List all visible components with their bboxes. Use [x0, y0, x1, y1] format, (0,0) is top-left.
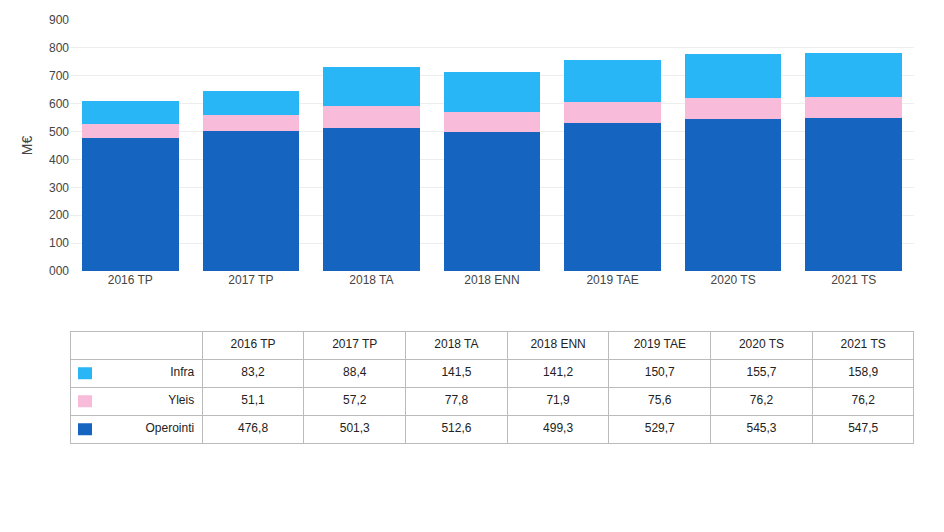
svg-text:83,2: 83,2 — [241, 365, 265, 379]
svg-text:600: 600 — [49, 97, 69, 111]
svg-text:M€: M€ — [19, 136, 35, 156]
svg-text:545,3: 545,3 — [746, 421, 776, 435]
svg-text:141,5: 141,5 — [441, 365, 471, 379]
svg-text:529,7: 529,7 — [645, 421, 675, 435]
svg-text:2017 TP: 2017 TP — [332, 337, 377, 351]
svg-text:75,6: 75,6 — [648, 393, 672, 407]
svg-text:300: 300 — [49, 181, 69, 195]
svg-text:400: 400 — [49, 153, 69, 167]
svg-text:2020 TS: 2020 TS — [711, 273, 756, 287]
svg-text:512,6: 512,6 — [441, 421, 471, 435]
svg-text:200: 200 — [49, 208, 69, 222]
svg-text:2016 TP: 2016 TP — [108, 273, 153, 287]
svg-text:2018 ENN: 2018 ENN — [530, 337, 585, 351]
svg-text:000: 000 — [49, 264, 69, 278]
svg-text:2020 TS: 2020 TS — [739, 337, 784, 351]
svg-text:2019 TAE: 2019 TAE — [586, 273, 638, 287]
svg-text:499,3: 499,3 — [543, 421, 573, 435]
svg-text:Operointi: Operointi — [145, 421, 194, 435]
svg-text:800: 800 — [49, 41, 69, 55]
svg-text:476,8: 476,8 — [238, 421, 268, 435]
svg-text:501,3: 501,3 — [340, 421, 370, 435]
svg-text:2019 TAE: 2019 TAE — [634, 337, 686, 351]
svg-text:71,9: 71,9 — [546, 393, 570, 407]
svg-text:2018 ENN: 2018 ENN — [464, 273, 519, 287]
svg-text:500: 500 — [49, 125, 69, 139]
svg-text:Yleis: Yleis — [168, 393, 194, 407]
svg-text:2018 TA: 2018 TA — [349, 273, 393, 287]
svg-text:77,8: 77,8 — [445, 393, 469, 407]
svg-text:2018 TA: 2018 TA — [434, 337, 478, 351]
svg-text:900: 900 — [49, 13, 69, 27]
svg-text:141,2: 141,2 — [543, 365, 573, 379]
svg-text:158,9: 158,9 — [848, 365, 878, 379]
svg-text:76,2: 76,2 — [851, 393, 875, 407]
svg-text:150,7: 150,7 — [645, 365, 675, 379]
svg-text:2021 TS: 2021 TS — [831, 273, 876, 287]
svg-text:2017 TP: 2017 TP — [228, 273, 273, 287]
svg-text:155,7: 155,7 — [746, 365, 776, 379]
svg-text:2021 TS: 2021 TS — [841, 337, 886, 351]
svg-text:100: 100 — [49, 236, 69, 250]
svg-text:2016 TP: 2016 TP — [230, 337, 275, 351]
svg-text:76,2: 76,2 — [750, 393, 774, 407]
svg-text:51,1: 51,1 — [241, 393, 265, 407]
svg-text:700: 700 — [49, 69, 69, 83]
svg-text:88,4: 88,4 — [343, 365, 367, 379]
svg-text:57,2: 57,2 — [343, 393, 367, 407]
svg-text:Infra: Infra — [170, 365, 194, 379]
svg-text:547,5: 547,5 — [848, 421, 878, 435]
